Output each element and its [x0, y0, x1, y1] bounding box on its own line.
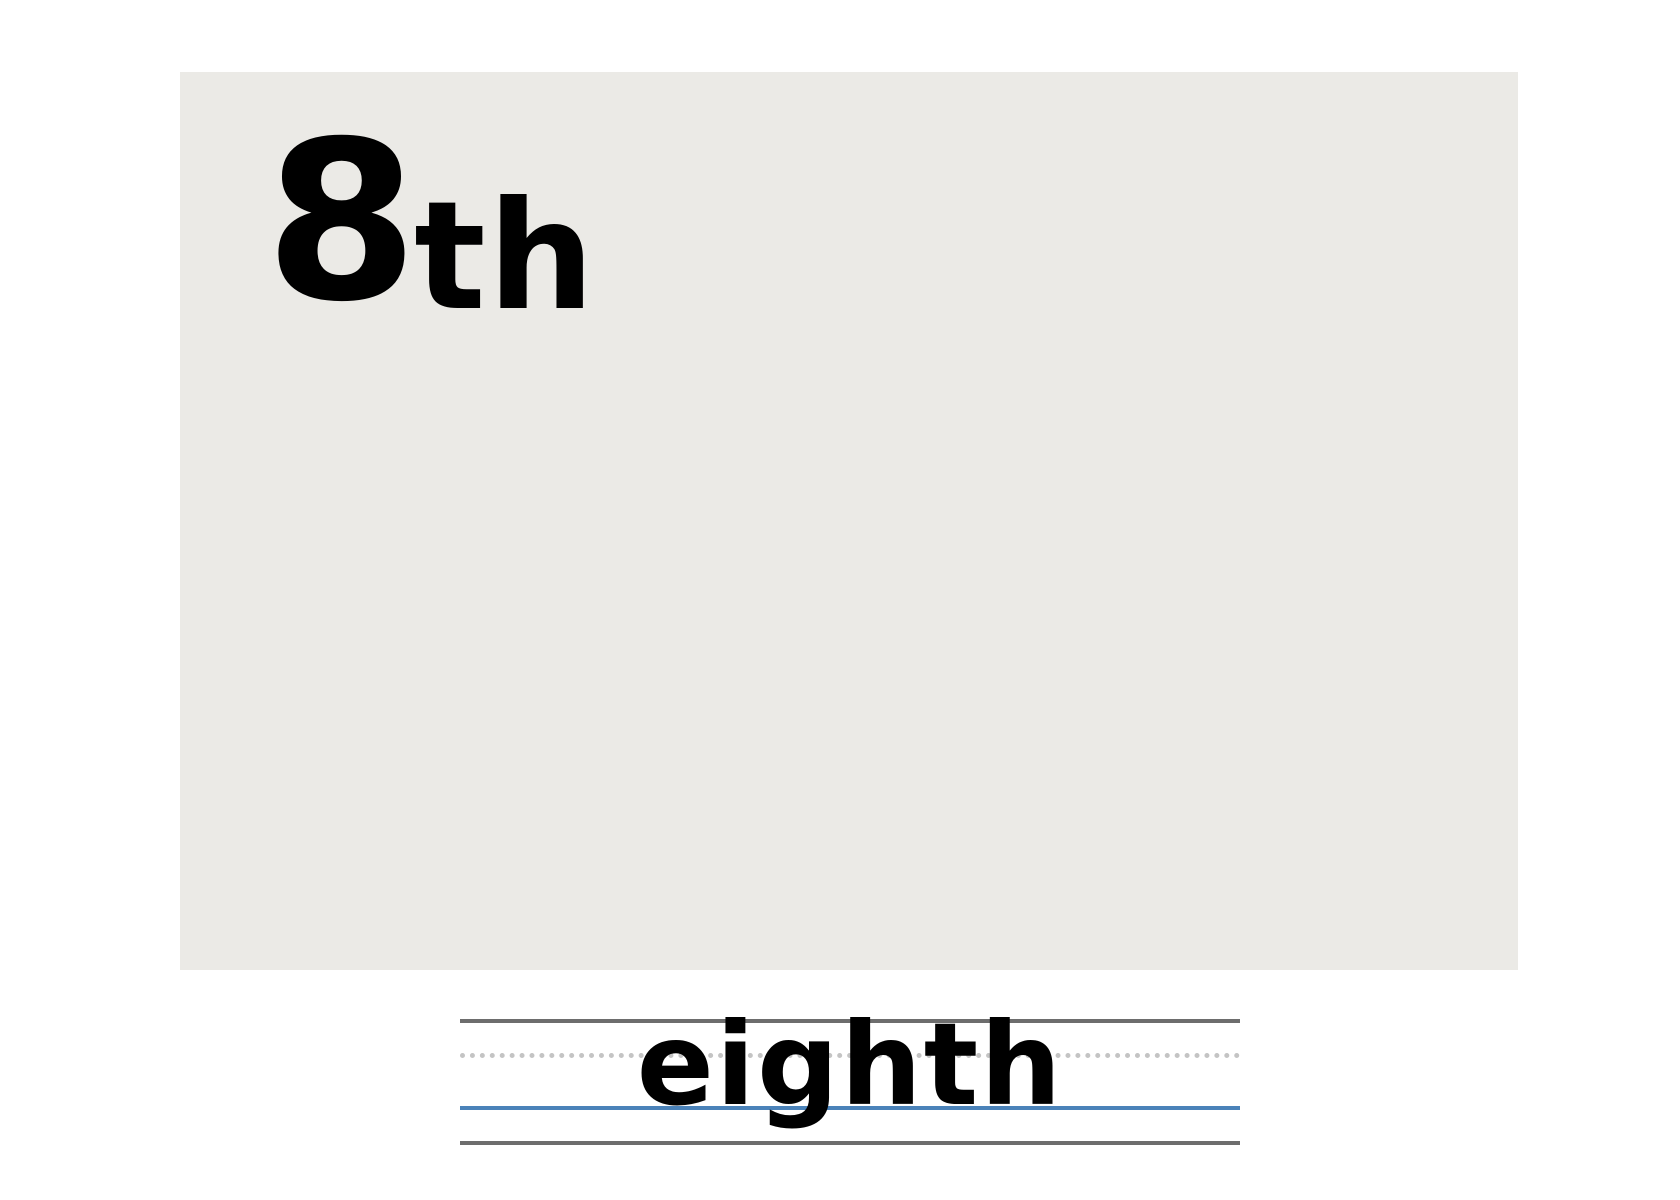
dotted-midline [460, 1053, 1240, 1058]
ordinal-card: 8th [180, 72, 1518, 970]
ordinal-digit: 8 [265, 94, 418, 350]
ordinal-number: 8th [265, 112, 597, 332]
handwriting-lines: eighth [460, 998, 1240, 1150]
bottom-guide-line [460, 1141, 1240, 1145]
top-guide-line [460, 1019, 1240, 1023]
ordinal-suffix: th [414, 170, 597, 344]
baseline [460, 1106, 1240, 1110]
ordinal-word: eighth [636, 998, 1064, 1131]
